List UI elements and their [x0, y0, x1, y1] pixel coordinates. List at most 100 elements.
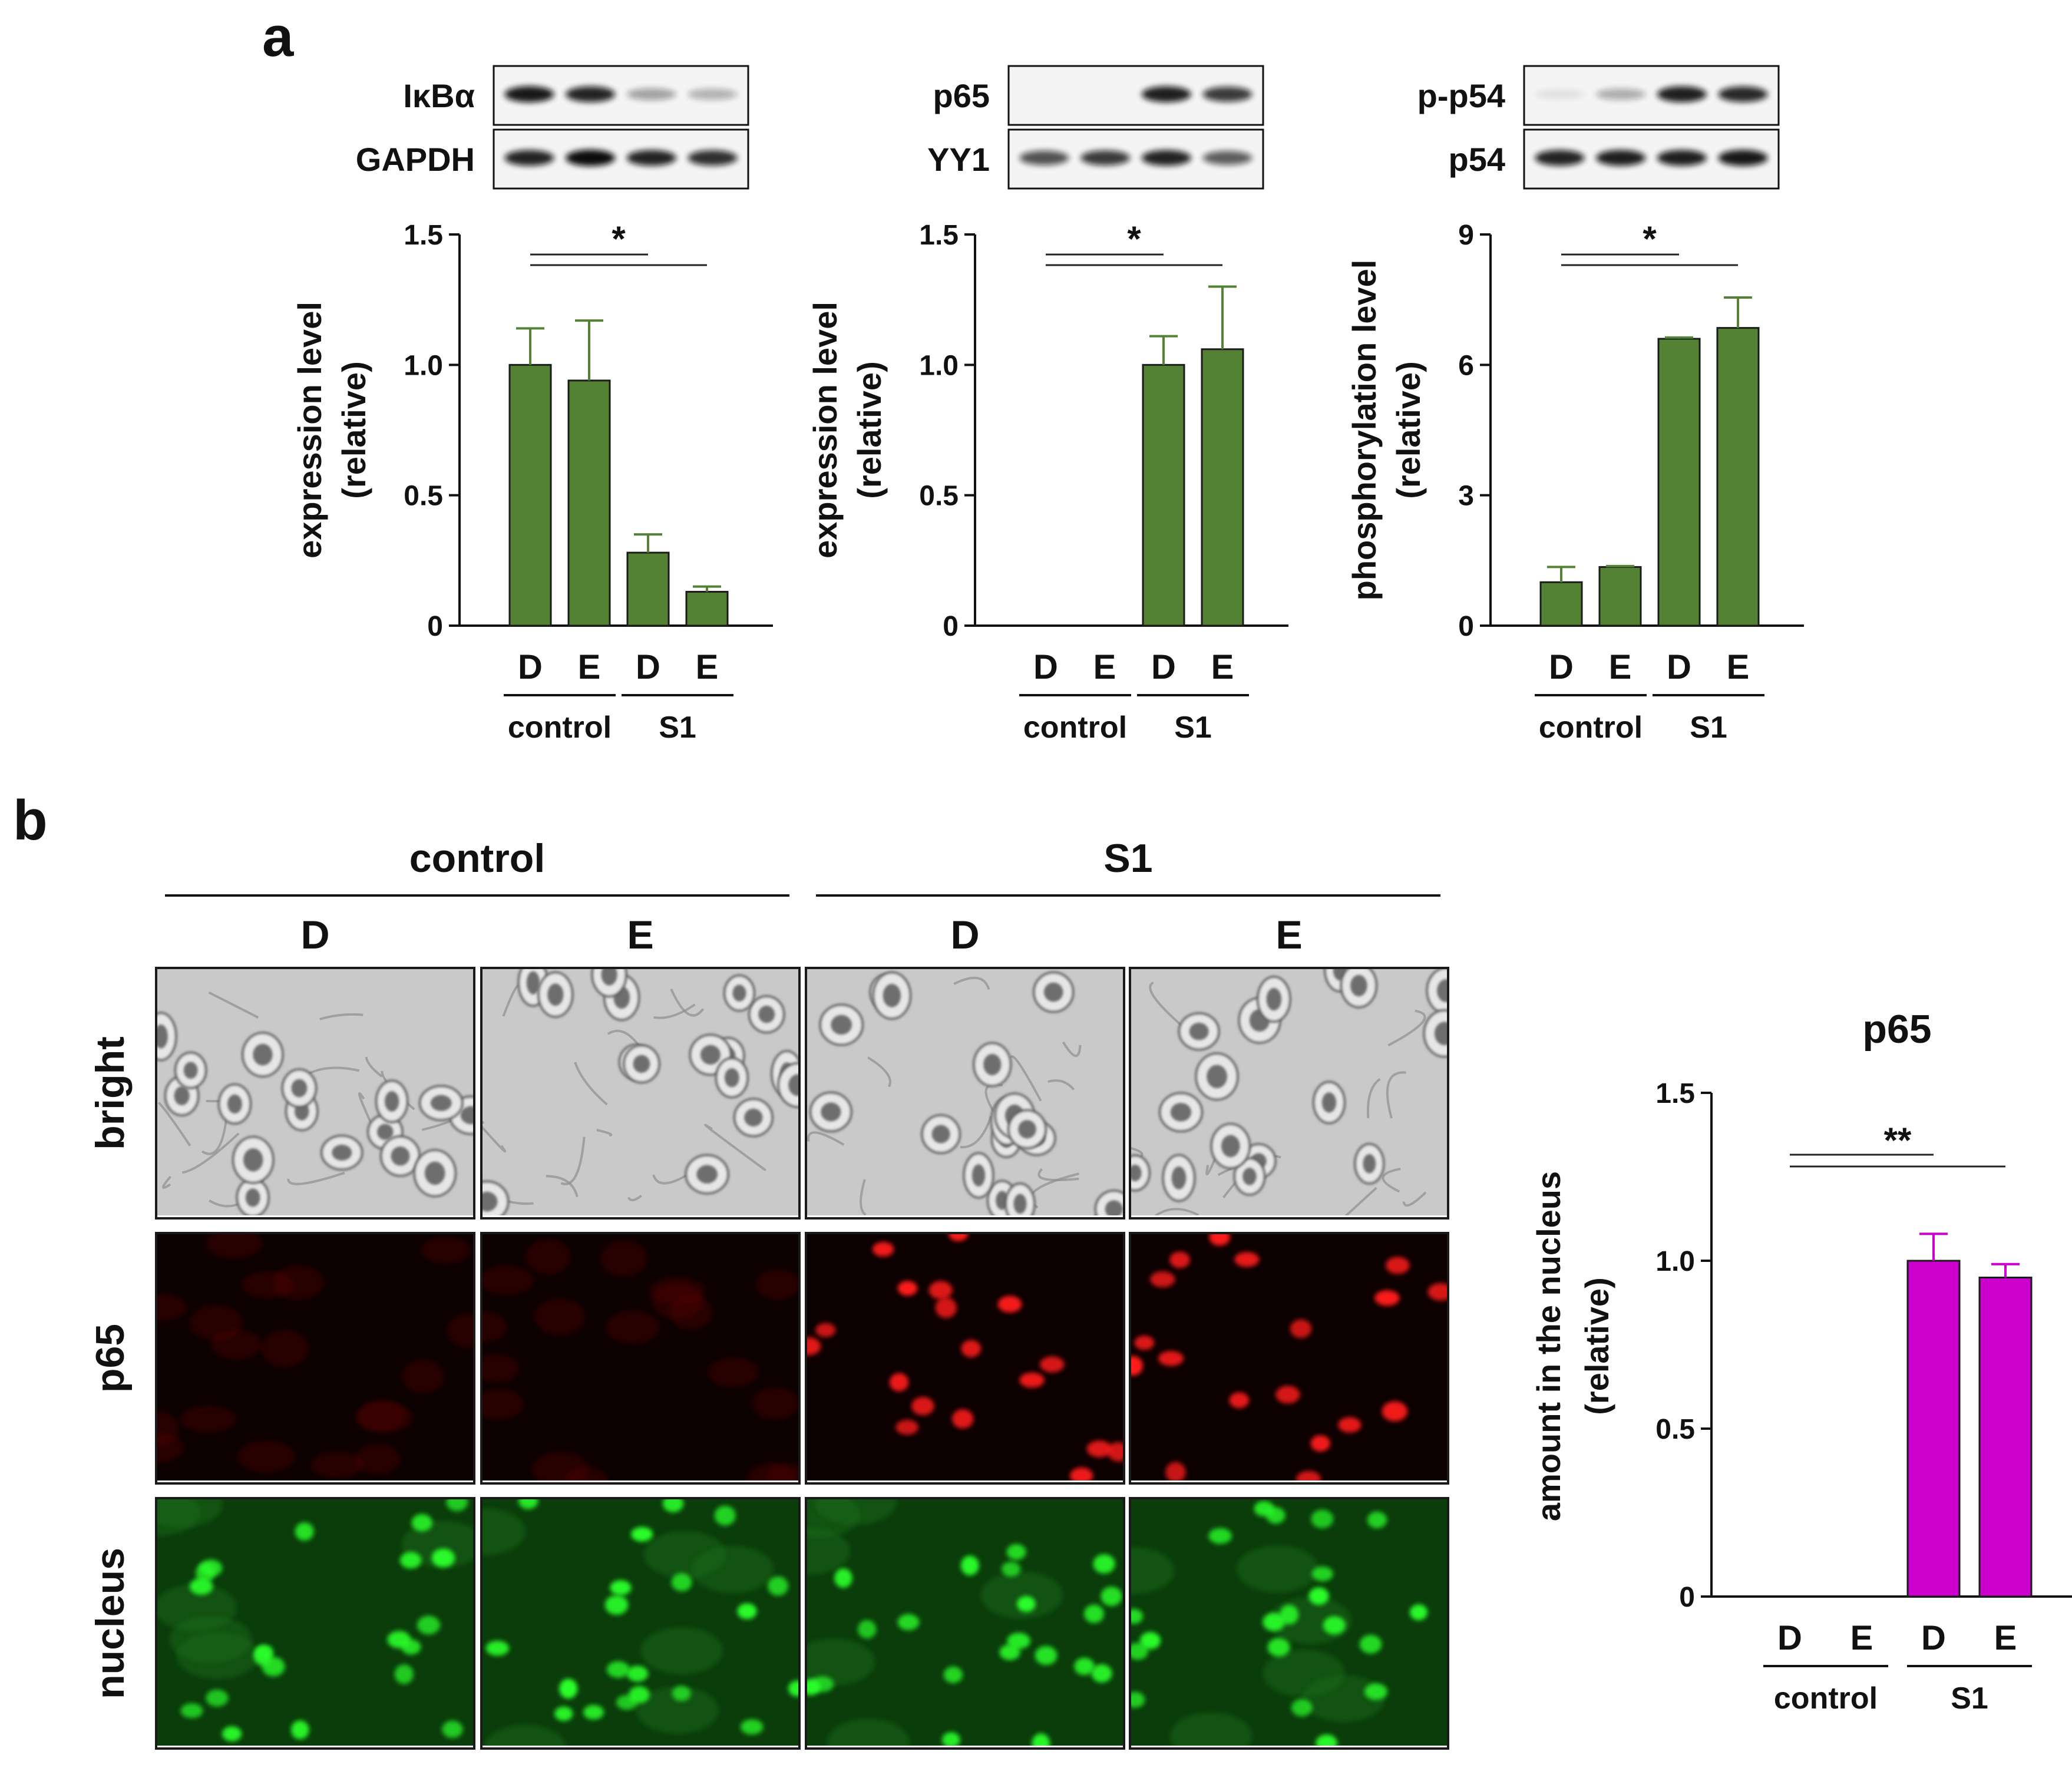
micrograph-content [1130, 968, 1448, 1215]
p65-cytoplasm-signal [752, 1387, 799, 1420]
p65-cytoplasm-signal [180, 1406, 236, 1433]
nucleus-stain [943, 1666, 963, 1683]
nucleus-stain [672, 1686, 691, 1701]
p65-nucleus-signal [897, 1281, 918, 1296]
cell-process [365, 1056, 383, 1078]
nucleus-stain [604, 1595, 629, 1615]
cell-process [560, 1136, 586, 1185]
y-tick-label: 0.5 [1655, 1414, 1695, 1445]
category-label: E [1609, 648, 1632, 686]
nucleus-stain [671, 1573, 692, 1592]
nucleus-stain [1017, 1596, 1036, 1612]
cell-nucleus [424, 1161, 445, 1185]
category-label: D [1667, 648, 1691, 686]
blot-label-top: IκBα [403, 77, 475, 114]
micrograph-1-0 [155, 1232, 475, 1485]
p65-cytoplasm-signal [652, 1283, 703, 1320]
p65-nucleus-signal [1275, 1386, 1300, 1404]
blot-label-top: p65 [933, 77, 990, 114]
cell-process [704, 1123, 766, 1172]
nucleus-stain [1280, 1604, 1299, 1625]
category-label: D [1921, 1619, 1946, 1657]
cell-process [201, 1117, 228, 1155]
cell-nucleus [1350, 974, 1367, 997]
blot-band [1202, 87, 1253, 102]
cell-nucleus [1105, 1200, 1123, 1215]
p65-nucleus-signal [1107, 1442, 1124, 1462]
nucleus-stain [740, 1719, 764, 1735]
cell-nucleus [183, 1062, 198, 1079]
cell-nucleus [1018, 1120, 1036, 1139]
blot-band [1535, 89, 1585, 100]
cytoplasm-glow [636, 1686, 719, 1734]
nucleus-stain [400, 1552, 422, 1569]
y-tick-label: 9 [1458, 220, 1474, 251]
y-axis-label: (relative) [1578, 1277, 1615, 1415]
p65-cytoplasm-signal [526, 1239, 571, 1275]
blot-band [1202, 151, 1253, 165]
cell-nucleus [526, 971, 540, 994]
image-column-header: D [950, 913, 979, 957]
cell-nucleus [227, 1094, 242, 1114]
y-tick-label: 0 [1679, 1582, 1695, 1613]
nucleus-stain [788, 1680, 799, 1697]
p65-nucleus-signal [1070, 1467, 1093, 1480]
y-axis-label: phosphorylation level [1346, 260, 1383, 601]
nucleus-stain [583, 1704, 604, 1720]
micrograph-frame [155, 1497, 475, 1750]
p65-cytoplasm-signal [421, 1237, 471, 1264]
nucleus-stain [858, 1620, 877, 1639]
group-label: S1 [1690, 710, 1727, 745]
nucleus-stain [417, 1615, 441, 1635]
image-row-label: p65 [88, 1324, 133, 1393]
nucleus-stain [737, 1603, 757, 1620]
micrograph-content [1130, 1233, 1448, 1480]
cytoplasm-glow [1263, 1650, 1346, 1697]
p65-cytoplasm-signal [708, 1357, 759, 1387]
nucleus-stain [1267, 1638, 1290, 1657]
nucleus-stain [295, 1522, 314, 1541]
cell-process [1010, 1055, 1042, 1102]
cell-process [653, 1003, 696, 1019]
cell-process [287, 1171, 345, 1185]
micrograph-1-2 [805, 1232, 1125, 1485]
nucleus-stain [1101, 1587, 1122, 1606]
micrograph-frame [480, 1232, 801, 1485]
image-column-header: D [300, 913, 329, 957]
nucleus-stain [1208, 1528, 1232, 1544]
micrograph-frame [805, 1232, 1125, 1485]
category-label: D [518, 648, 543, 686]
cell-process [1402, 1191, 1427, 1207]
nucleus-stain [291, 1720, 309, 1740]
cell-process [1062, 1041, 1082, 1057]
micrograph-0-1 [480, 967, 801, 1220]
cell-process [319, 1013, 363, 1020]
cell-nucleus [758, 1006, 775, 1023]
group-label: control [1023, 710, 1127, 745]
micrograph-background [806, 1233, 1124, 1480]
group-label: control [1539, 710, 1643, 745]
image-group-header: S1 [1103, 836, 1152, 881]
cell-nucleus [430, 1095, 452, 1111]
micrograph-background [806, 1498, 1124, 1746]
nucleus-stain [768, 1576, 789, 1596]
nucleus-stain [1130, 1608, 1144, 1624]
micrograph-frame [155, 1232, 475, 1485]
panel-label-a: a [262, 5, 294, 68]
category-label: D [1549, 648, 1574, 686]
p65-nucleus-signal [1169, 1251, 1191, 1268]
significance-marker: * [1643, 219, 1657, 259]
p65-cytoplasm-signal [242, 1271, 294, 1298]
nucleus-stain [942, 1732, 960, 1746]
micrograph-frame [1129, 1232, 1449, 1485]
blot-band [1657, 150, 1707, 166]
nucleus-stain [196, 1563, 215, 1583]
nucleus-stain [662, 1498, 684, 1512]
cell-nucleus [983, 1053, 1002, 1076]
blot-label-bottom: p54 [1449, 141, 1506, 178]
nucleus-stain [616, 1694, 638, 1710]
nucleus-stain [180, 1703, 203, 1718]
p65-nucleus-signal [1386, 1257, 1410, 1274]
cell-process [1382, 1168, 1401, 1193]
